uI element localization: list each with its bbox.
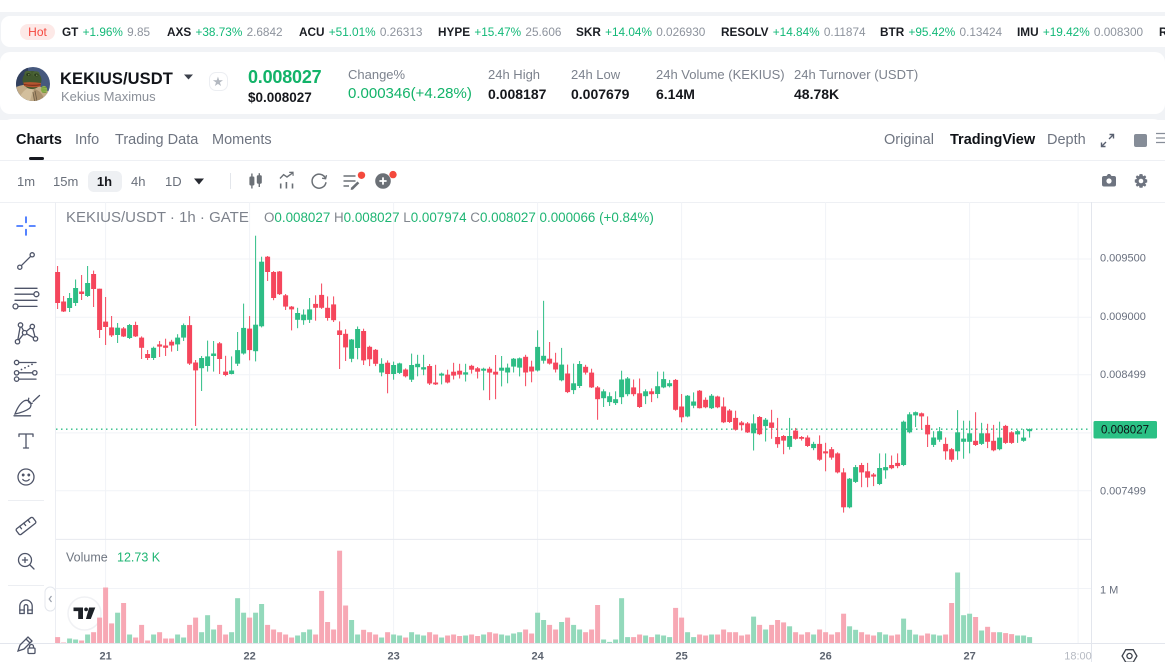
svg-text:0.009000: 0.009000 (1100, 311, 1146, 323)
svg-text:1 M: 1 M (1100, 585, 1118, 597)
svg-text:Volume: Volume (66, 551, 108, 565)
svg-text:0.007499: 0.007499 (1100, 486, 1146, 498)
svg-text:O0.008027 H0.008027 L0.007974: O0.008027 H0.008027 L0.007974 C0.008027 … (264, 210, 654, 225)
svg-text:24: 24 (531, 651, 544, 662)
svg-text:26: 26 (819, 651, 831, 662)
svg-text:27: 27 (963, 651, 975, 662)
svg-text:0.009500: 0.009500 (1100, 253, 1146, 265)
svg-text:0.008027: 0.008027 (1101, 425, 1149, 437)
svg-text:25: 25 (675, 651, 687, 662)
svg-text:12.73 K: 12.73 K (117, 551, 161, 565)
svg-text:18:00: 18:00 (1064, 651, 1092, 662)
svg-text:21: 21 (99, 651, 111, 662)
svg-text:22: 22 (243, 651, 255, 662)
svg-text:KEKIUS/USDT · 1h · GATE: KEKIUS/USDT · 1h · GATE (66, 209, 249, 226)
svg-text:23: 23 (387, 651, 399, 662)
svg-text:0.008499: 0.008499 (1100, 369, 1146, 381)
